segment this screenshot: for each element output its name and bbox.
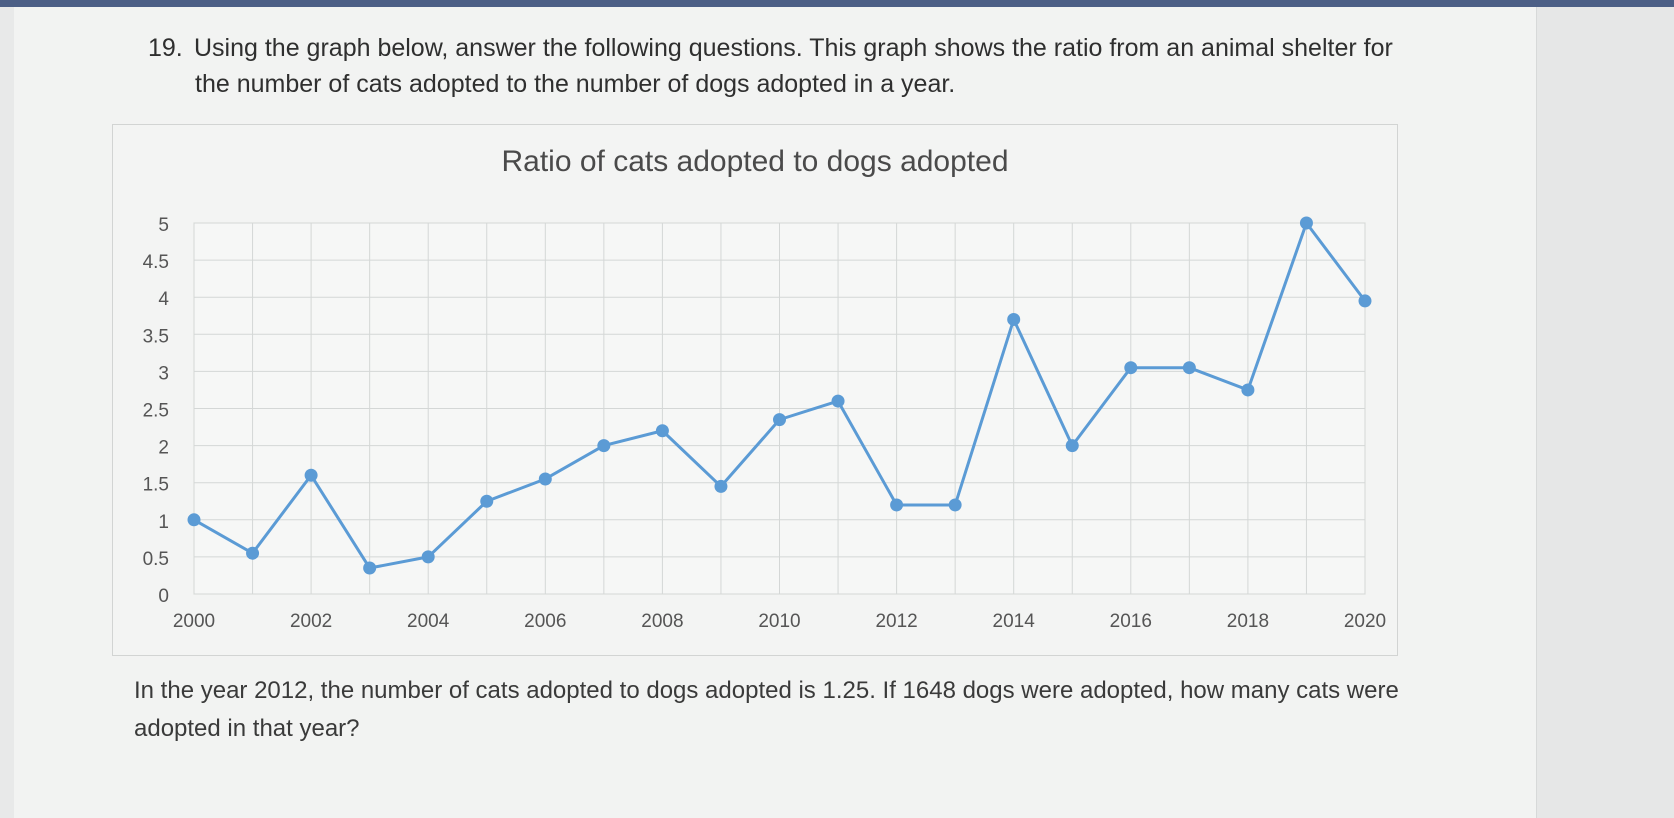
question-line-2: the number of cats adopted to the number… bbox=[195, 70, 956, 98]
data-point bbox=[1299, 216, 1313, 230]
data-point bbox=[1182, 361, 1196, 375]
x-tick-label: 2002 bbox=[290, 611, 332, 632]
y-tick-label: 0 bbox=[158, 586, 169, 607]
x-tick-label: 2000 bbox=[173, 611, 215, 632]
x-tick-label: 2006 bbox=[524, 611, 566, 632]
x-tick-label: 2008 bbox=[641, 611, 683, 632]
y-tick-label: 0.5 bbox=[143, 549, 169, 570]
x-tick-label: 2014 bbox=[993, 611, 1036, 632]
followup-question: In the year 2012, the number of cats ado… bbox=[134, 672, 1434, 748]
data-point bbox=[1007, 312, 1021, 326]
chart-title: Ratio of cats adopted to dogs adopted bbox=[501, 145, 1009, 178]
data-point bbox=[1124, 361, 1138, 375]
data-point bbox=[890, 498, 904, 512]
x-tick-label: 2004 bbox=[407, 611, 450, 632]
data-point bbox=[714, 479, 728, 493]
y-tick-label: 1 bbox=[158, 512, 169, 533]
y-tick-label: 4 bbox=[158, 289, 169, 310]
data-point bbox=[363, 561, 377, 575]
x-tick-label: 2018 bbox=[1227, 611, 1269, 632]
y-tick-label: 5 bbox=[158, 215, 169, 236]
question-number: 19. bbox=[148, 34, 183, 62]
data-point bbox=[597, 439, 611, 453]
followup-line-1: In the year 2012, the number of cats ado… bbox=[134, 677, 1399, 704]
data-point bbox=[421, 550, 435, 564]
y-tick-label: 4.5 bbox=[143, 252, 169, 273]
question-text: 19. Using the graph below, answer the fol… bbox=[148, 30, 1448, 102]
data-point bbox=[480, 494, 494, 508]
data-point bbox=[655, 424, 669, 438]
y-tick-label: 3.5 bbox=[143, 326, 169, 347]
data-point bbox=[304, 468, 318, 482]
data-point bbox=[773, 413, 786, 427]
data-point bbox=[538, 472, 552, 486]
question-line-1: Using the graph below, answer the follow… bbox=[194, 34, 1393, 62]
data-point bbox=[948, 498, 962, 512]
data-point bbox=[831, 394, 845, 408]
x-tick-label: 2012 bbox=[875, 611, 917, 632]
x-tick-label: 2010 bbox=[758, 611, 800, 632]
window-top-bar bbox=[0, 0, 1674, 7]
followup-line-2: adopted in that year? bbox=[134, 715, 360, 742]
data-point bbox=[1241, 383, 1255, 397]
x-tick-label: 2020 bbox=[1344, 611, 1386, 632]
y-tick-label: 2 bbox=[158, 438, 169, 459]
data-point bbox=[1358, 294, 1372, 308]
data-point bbox=[246, 546, 260, 560]
data-point bbox=[1065, 439, 1079, 453]
page-right-margin bbox=[1537, 7, 1674, 818]
data-point bbox=[187, 513, 201, 527]
y-tick-label: 1.5 bbox=[143, 475, 169, 496]
y-tick-label: 3 bbox=[158, 363, 169, 384]
x-tick-label: 2016 bbox=[1110, 611, 1152, 632]
y-tick-label: 2.5 bbox=[143, 401, 169, 422]
